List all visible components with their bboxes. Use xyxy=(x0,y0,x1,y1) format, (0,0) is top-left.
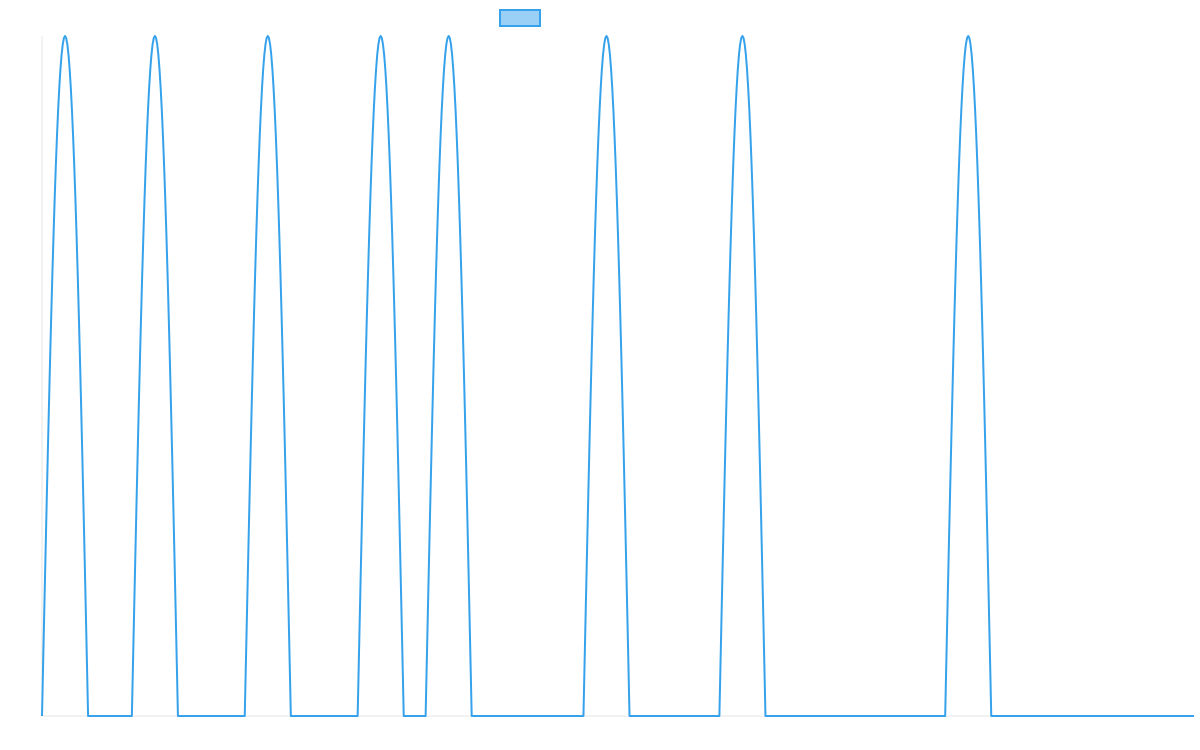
chart-axes xyxy=(41,36,1194,717)
series-line-0 xyxy=(41,35,1194,717)
chart-legend[interactable] xyxy=(499,9,541,27)
chart-series-layer xyxy=(41,35,1194,717)
legend-swatch[interactable] xyxy=(499,9,541,27)
